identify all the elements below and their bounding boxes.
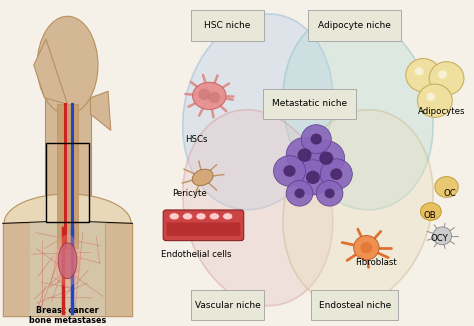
Circle shape [433,227,452,245]
FancyBboxPatch shape [30,223,105,316]
Circle shape [273,156,306,186]
Circle shape [320,159,352,189]
Circle shape [325,188,335,198]
Circle shape [418,84,452,117]
Text: Pericyte: Pericyte [172,189,207,198]
Text: OCY: OCY [431,233,449,243]
Circle shape [294,188,305,198]
Ellipse shape [283,14,433,210]
FancyBboxPatch shape [3,223,30,316]
FancyBboxPatch shape [311,290,398,320]
Ellipse shape [192,169,213,185]
Circle shape [308,141,345,176]
Text: Metastatic niche: Metastatic niche [272,99,347,109]
Text: Breast cancer
bone metastases: Breast cancer bone metastases [29,306,106,325]
Ellipse shape [283,110,433,306]
Polygon shape [91,91,111,130]
Text: OB: OB [423,211,436,220]
Text: Adipocytes: Adipocytes [418,107,465,116]
Ellipse shape [54,235,81,287]
FancyBboxPatch shape [166,222,240,236]
Circle shape [330,168,342,180]
Circle shape [319,152,333,165]
FancyBboxPatch shape [3,223,132,316]
Ellipse shape [210,213,219,220]
FancyBboxPatch shape [191,10,264,41]
Text: Endosteal niche: Endosteal niche [319,301,391,310]
FancyBboxPatch shape [308,10,401,41]
Circle shape [310,134,322,144]
Circle shape [298,148,311,162]
Circle shape [301,125,331,154]
Polygon shape [45,98,91,254]
Text: OC: OC [444,189,456,198]
FancyBboxPatch shape [163,210,244,241]
Circle shape [208,92,220,103]
Circle shape [286,138,323,172]
Ellipse shape [420,203,441,220]
FancyBboxPatch shape [263,89,356,119]
Text: HSCs: HSCs [185,135,207,143]
Polygon shape [57,104,78,248]
Circle shape [429,62,464,95]
Circle shape [427,93,435,101]
FancyBboxPatch shape [191,290,264,320]
Ellipse shape [4,194,131,253]
Circle shape [283,165,296,177]
Circle shape [286,181,313,206]
Text: Adipocyte niche: Adipocyte niche [318,21,391,30]
Circle shape [360,242,373,253]
Circle shape [316,181,343,206]
Circle shape [406,59,440,92]
Ellipse shape [192,82,226,110]
Polygon shape [34,39,67,104]
Text: HSC niche: HSC niche [204,21,251,30]
Ellipse shape [58,243,77,279]
Ellipse shape [182,110,333,306]
Ellipse shape [223,213,233,220]
Ellipse shape [435,177,458,197]
Ellipse shape [169,213,179,220]
Circle shape [198,89,210,100]
FancyBboxPatch shape [105,223,132,316]
Circle shape [306,171,320,184]
Circle shape [415,67,423,75]
Ellipse shape [196,213,206,220]
Circle shape [354,235,379,260]
Ellipse shape [182,14,333,210]
Text: Vascular niche: Vascular niche [195,301,261,310]
Text: Endothelial cells: Endothelial cells [161,249,231,259]
Circle shape [438,70,447,79]
Text: Fibroblast: Fibroblast [356,258,397,267]
Circle shape [294,160,331,195]
Ellipse shape [37,16,98,114]
Ellipse shape [182,213,192,220]
